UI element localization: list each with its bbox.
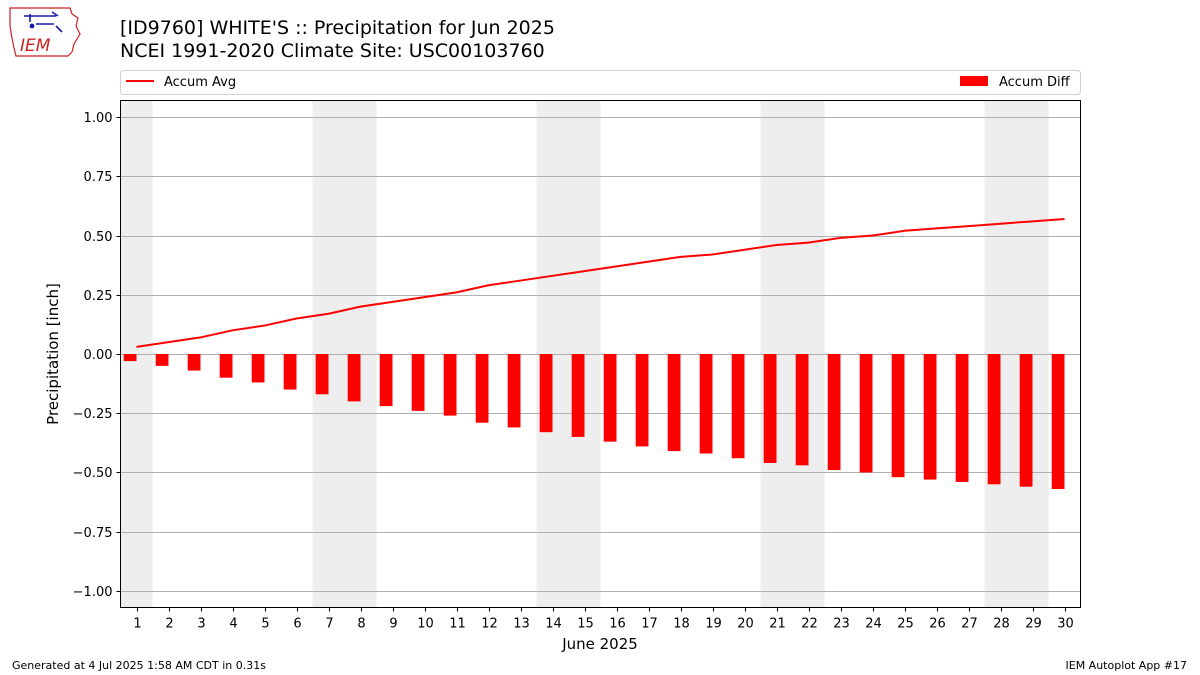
x-tick-label: 7 bbox=[325, 617, 333, 632]
y-tick-label: 0.25 bbox=[84, 289, 113, 304]
x-tick-label: 15 bbox=[577, 617, 594, 632]
accum-diff-bar bbox=[635, 354, 649, 447]
accum-diff-bar bbox=[379, 354, 393, 407]
x-tick-label: 21 bbox=[769, 617, 786, 632]
accum-diff-bar bbox=[731, 354, 745, 459]
footer-app: IEM Autoplot App #17 bbox=[1065, 659, 1188, 672]
x-tick-label: 19 bbox=[705, 617, 722, 632]
y-tick-label: −1.00 bbox=[73, 585, 113, 600]
x-axis-label: June 2025 bbox=[561, 635, 638, 653]
x-tick-label: 3 bbox=[197, 617, 205, 632]
x-tick-label: 20 bbox=[737, 617, 754, 632]
accum-diff-bar bbox=[603, 354, 617, 442]
x-tick-label: 26 bbox=[929, 617, 946, 632]
x-tick-label: 22 bbox=[801, 617, 818, 632]
accum-diff-bar bbox=[827, 354, 841, 471]
footer-generated: Generated at 4 Jul 2025 1:58 AM CDT in 0… bbox=[12, 659, 266, 672]
x-tick-label: 2 bbox=[165, 617, 173, 632]
accum-diff-bar bbox=[123, 354, 137, 362]
x-tick-label: 14 bbox=[545, 617, 562, 632]
chart-title: [ID9760] WHITE'S :: Precipitation for Ju… bbox=[120, 17, 555, 39]
legend-label-accum-diff: Accum Diff bbox=[999, 75, 1071, 90]
x-tick-label: 11 bbox=[449, 617, 466, 632]
accum-diff-bar bbox=[283, 354, 297, 390]
x-tick-label: 30 bbox=[1057, 617, 1074, 632]
x-tick-label: 25 bbox=[897, 617, 914, 632]
x-tick-label: 8 bbox=[357, 617, 365, 632]
y-tick-label: −0.50 bbox=[73, 466, 113, 481]
logo-text: IEM bbox=[20, 36, 51, 56]
y-tick-label: 0.00 bbox=[84, 348, 113, 363]
iem-logo: IEM bbox=[6, 4, 82, 60]
accum-diff-bar bbox=[859, 354, 873, 473]
accum-diff-bar bbox=[347, 354, 361, 402]
x-tick-label: 24 bbox=[865, 617, 882, 632]
accum-diff-bar bbox=[155, 354, 169, 366]
accum-diff-bar bbox=[539, 354, 553, 433]
y-tick-label: 1.00 bbox=[84, 111, 113, 126]
accum-diff-bar bbox=[475, 354, 489, 423]
x-tick-label: 28 bbox=[993, 617, 1010, 632]
x-tick-label: 18 bbox=[673, 617, 690, 632]
accum-diff-bar bbox=[411, 354, 425, 411]
legend: Accum Avg Accum Diff bbox=[120, 70, 1081, 95]
legend-bar-swatch bbox=[960, 76, 988, 86]
accum-diff-bar bbox=[699, 354, 713, 454]
x-tick-label: 10 bbox=[417, 617, 434, 632]
x-tick-label: 6 bbox=[293, 617, 301, 632]
accum-diff-bar bbox=[795, 354, 809, 466]
x-tick-label: 16 bbox=[609, 617, 626, 632]
y-tick-label: 0.75 bbox=[84, 170, 113, 185]
x-tick-label: 13 bbox=[513, 617, 530, 632]
x-tick-label: 23 bbox=[833, 617, 850, 632]
x-tick-label: 9 bbox=[389, 617, 397, 632]
x-tick-label: 29 bbox=[1025, 617, 1042, 632]
accum-diff-bar bbox=[1051, 354, 1065, 490]
accum-diff-bar bbox=[571, 354, 585, 437]
accum-diff-bar bbox=[987, 354, 1001, 485]
x-tick-label: 17 bbox=[641, 617, 658, 632]
accum-diff-bar bbox=[955, 354, 969, 482]
x-tick-label: 5 bbox=[261, 617, 269, 632]
chart-subtitle: NCEI 1991-2020 Climate Site: USC00103760 bbox=[120, 40, 545, 62]
accum-diff-bar bbox=[219, 354, 233, 378]
accum-diff-bar bbox=[891, 354, 905, 478]
x-tick-label: 12 bbox=[481, 617, 498, 632]
accum-diff-bar bbox=[443, 354, 457, 416]
x-tick-label: 27 bbox=[961, 617, 978, 632]
y-tick-label: −0.25 bbox=[73, 407, 113, 422]
legend-label-accum-avg: Accum Avg bbox=[164, 75, 236, 90]
accum-diff-bar bbox=[251, 354, 265, 383]
x-tick-label: 4 bbox=[229, 617, 237, 632]
accum-diff-bar bbox=[315, 354, 329, 395]
y-tick-label: 0.50 bbox=[84, 230, 113, 245]
accum-diff-bar bbox=[1019, 354, 1033, 487]
y-tick-label: −0.75 bbox=[73, 526, 113, 541]
accum-diff-bar bbox=[763, 354, 777, 463]
accum-diff-bar bbox=[507, 354, 521, 428]
x-tick-label: 1 bbox=[133, 617, 141, 632]
accum-avg-line bbox=[136, 217, 1065, 348]
accum-diff-bar bbox=[187, 354, 201, 371]
accum-diff-bar bbox=[667, 354, 681, 452]
accum-diff-bar bbox=[923, 354, 937, 480]
y-axis-label: Precipitation [inch] bbox=[44, 283, 62, 425]
